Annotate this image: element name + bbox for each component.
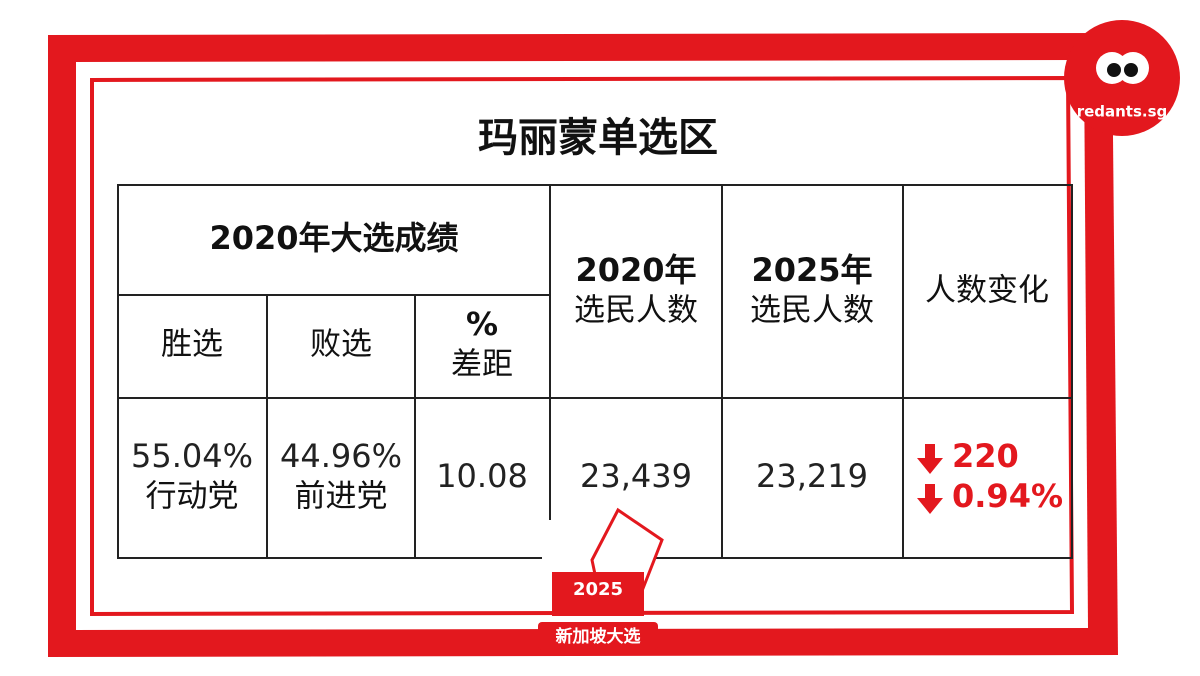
logo: redants.sg <box>1064 20 1180 136</box>
change-value: 220 <box>952 437 1019 475</box>
logo-eye <box>1107 63 1121 77</box>
data-cell: 10.08 <box>436 457 528 495</box>
header-cell: 选民人数 <box>750 293 874 329</box>
header-cell: 2020年大选成绩 <box>209 219 458 257</box>
table-grid <box>117 184 1073 559</box>
logo-eye <box>1124 63 1138 77</box>
badge: 2025 新加坡大选 <box>538 507 664 650</box>
change-value: 0.94% <box>952 477 1063 515</box>
header-cell: 2020年 <box>575 251 696 289</box>
header-cell: 败选 <box>310 327 372 363</box>
down-arrow <box>917 484 943 514</box>
logo-text: redants.sg <box>1077 103 1168 121</box>
data-cell: 23,439 <box>580 457 692 495</box>
data-cell: 前进党 <box>295 479 388 515</box>
header-cell: % <box>466 305 498 343</box>
data-cell: 23,219 <box>756 457 868 495</box>
badge-label-bg <box>538 622 658 650</box>
data-cell: 44.96% <box>280 437 402 475</box>
badge-label: 新加坡大选 <box>556 626 641 647</box>
header-cell: 选民人数 <box>574 293 698 329</box>
data-cell: 行动党 <box>146 479 239 515</box>
header-cell: 胜选 <box>161 327 223 363</box>
frame-inner <box>76 60 1088 630</box>
title: 玛丽蒙单选区 <box>478 115 718 161</box>
header-cell: 2025年 <box>751 251 872 289</box>
header-cell: 差距 <box>451 347 513 383</box>
frame-line <box>90 75 1075 617</box>
data-cell: 55.04% <box>131 437 253 475</box>
badge-year: 2025 <box>573 579 623 600</box>
down-arrow <box>917 444 943 474</box>
header-cell: 人数变化 <box>925 273 1049 309</box>
badge-box <box>552 572 644 616</box>
